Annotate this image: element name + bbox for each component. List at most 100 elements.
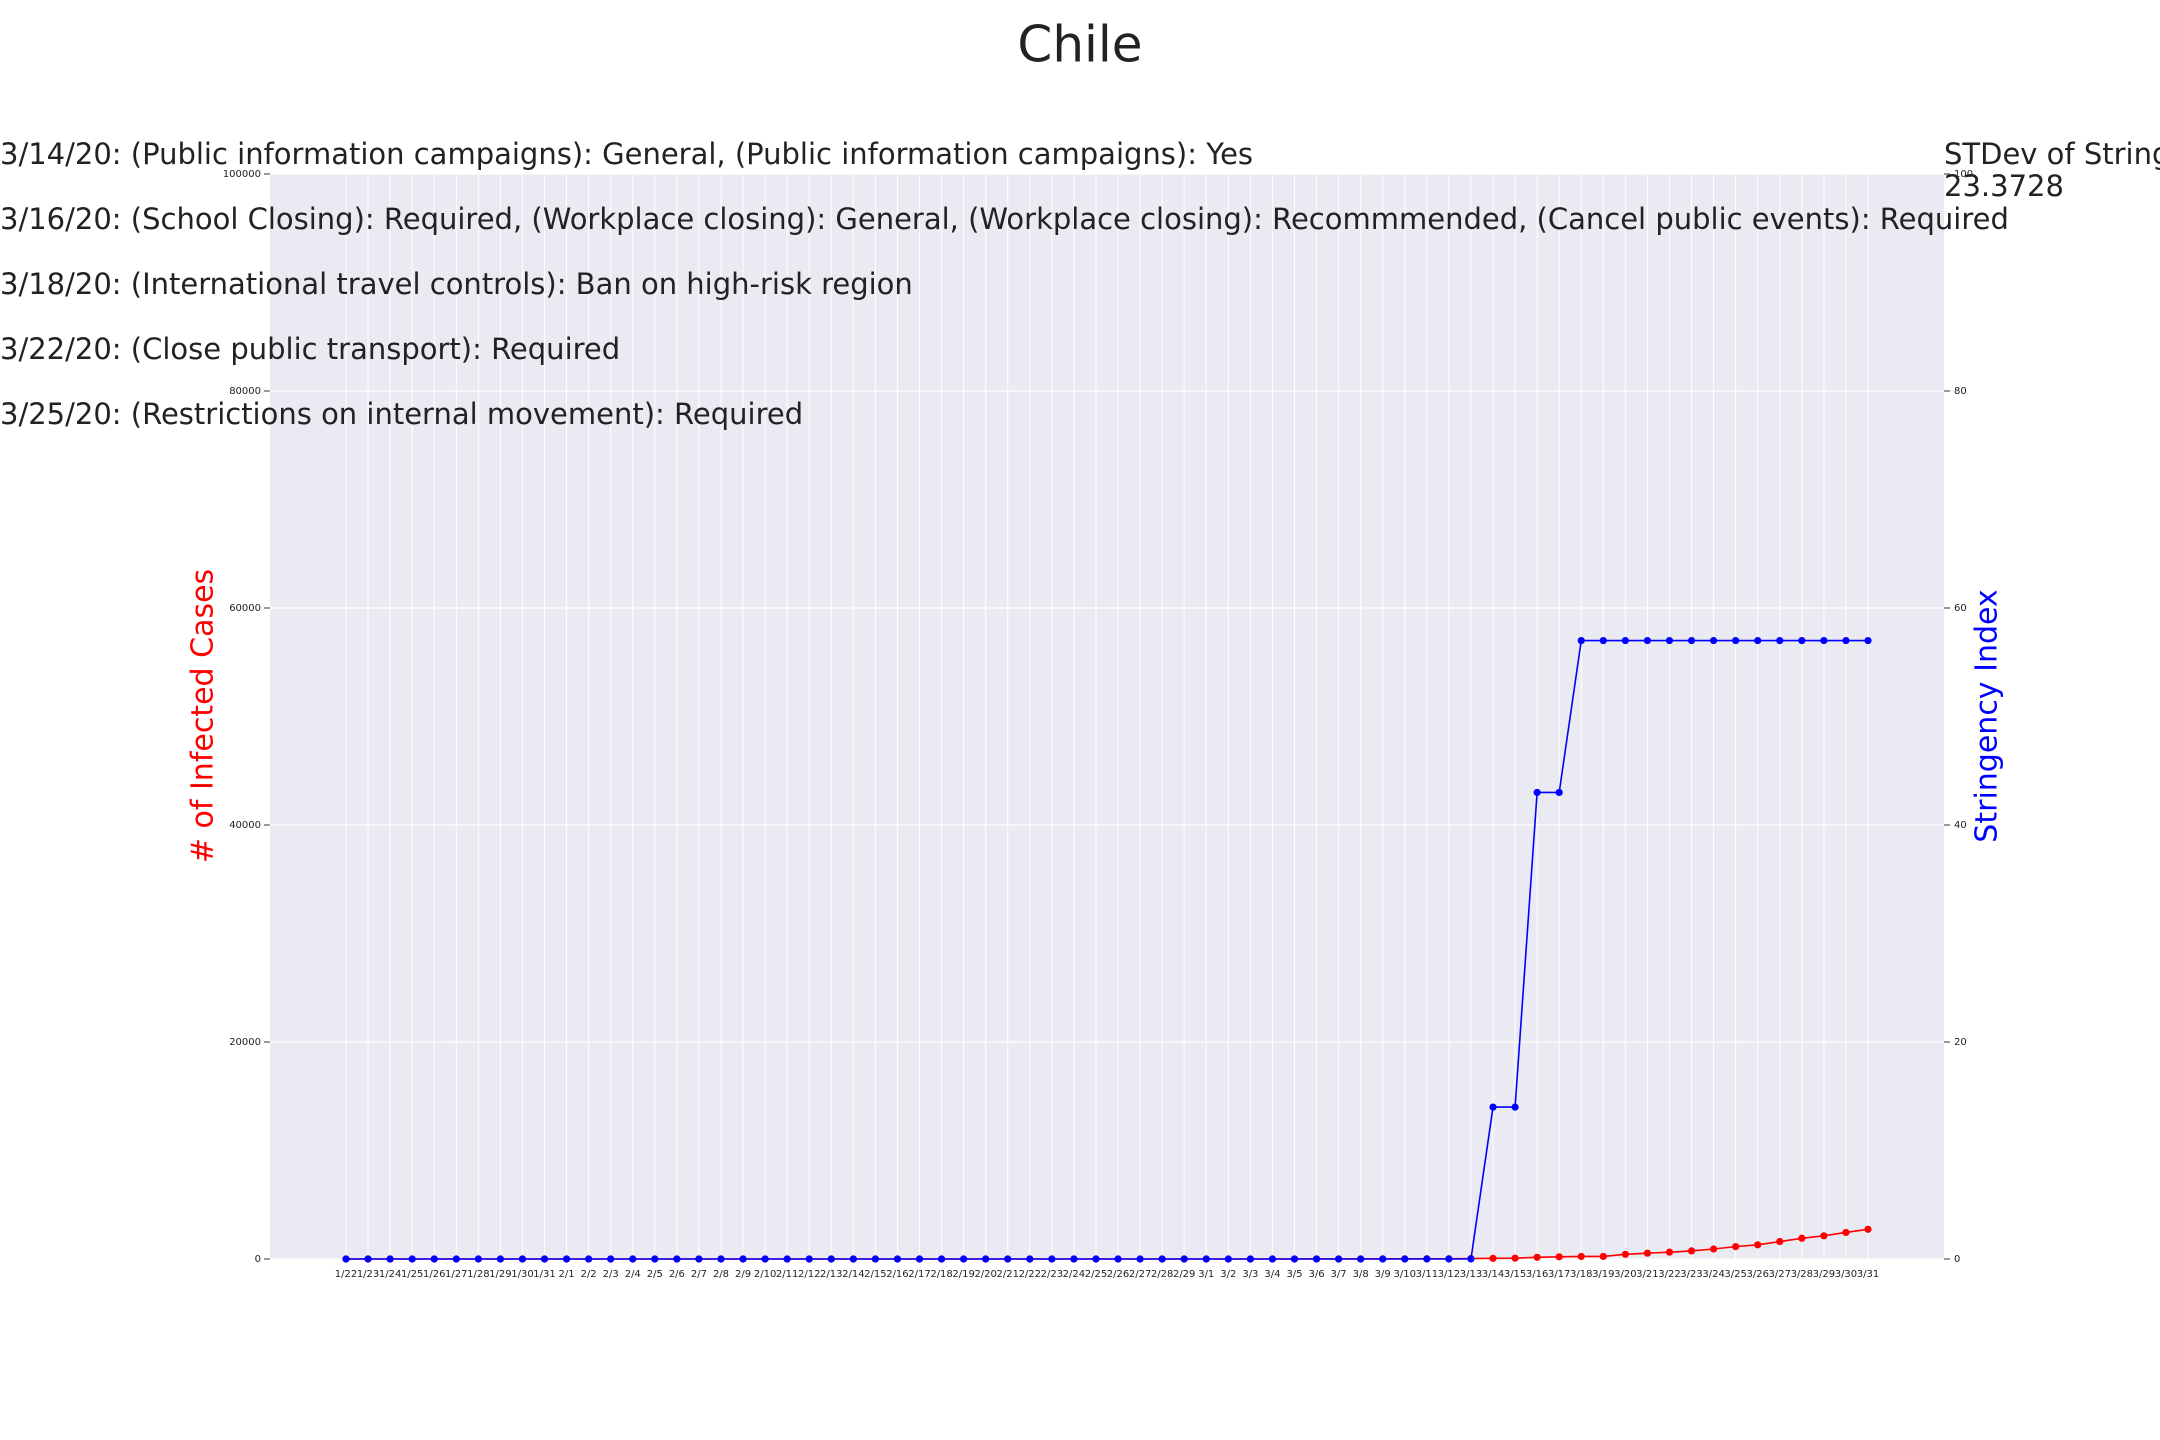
x-tick-label: 2/23 [1041, 1269, 1063, 1280]
x-tick-label: 3/22 [1658, 1269, 1680, 1280]
data-point [1511, 1103, 1519, 1111]
y2-axis-label: Stringency Index [1970, 589, 2005, 842]
data-point [695, 1255, 703, 1263]
data-point [805, 1255, 813, 1263]
annotation: 3/25/20: (Restrictions on internal movem… [0, 397, 803, 431]
x-tick-label: 2/17 [908, 1269, 930, 1280]
x-tick-label: 2/4 [625, 1269, 641, 1280]
data-point [1687, 636, 1696, 645]
data-point [1709, 1245, 1718, 1253]
data-point [518, 1255, 527, 1263]
x-tick-label: 2/8 [713, 1269, 729, 1280]
y-tick-label: 60000 [229, 603, 261, 614]
data-point [1445, 1255, 1453, 1263]
data-point [1136, 1255, 1144, 1263]
x-tick-label: 2/29 [1173, 1269, 1195, 1280]
y-tick-label: 0 [255, 1254, 261, 1265]
data-point [474, 1255, 482, 1263]
data-point [1732, 1243, 1740, 1251]
data-point [1246, 1255, 1254, 1263]
stat-label: STDev of Stringe [1944, 137, 2160, 171]
data-point [1687, 1247, 1696, 1255]
x-tick-label: 2/6 [669, 1269, 685, 1280]
annotation: 3/18/20: (International travel controls)… [0, 267, 913, 301]
data-point [1842, 1228, 1850, 1237]
x-tick-label: 3/25 [1724, 1269, 1746, 1280]
x-tick-label: 3/23 [1680, 1269, 1702, 1280]
x-tick-label: 1/29 [489, 1269, 511, 1280]
y-tick-label: 80000 [229, 386, 261, 397]
plot-area [270, 174, 1944, 1259]
data-point [1312, 1255, 1321, 1263]
x-tick-label: 3/29 [1813, 1269, 1835, 1280]
x-tick-label: 2/1 [559, 1269, 575, 1280]
x-tick-label: 2/25 [1085, 1269, 1107, 1280]
data-point [1533, 788, 1541, 797]
x-tick-label: 3/5 [1286, 1269, 1302, 1280]
x-tick-label: 2/22 [1019, 1269, 1041, 1280]
data-point [1599, 636, 1607, 645]
data-point [607, 1255, 615, 1263]
data-point [1665, 636, 1674, 645]
x-tick-label: 2/9 [735, 1269, 751, 1280]
x-tick-label: 3/9 [1375, 1269, 1391, 1280]
data-point [1335, 1255, 1343, 1263]
y2-tick-label: 80 [1954, 386, 1967, 397]
x-tick-label: 3/20 [1614, 1269, 1636, 1280]
x-tick-label: 2/28 [1151, 1269, 1173, 1280]
x-tick-label: 3/10 [1394, 1269, 1416, 1280]
data-point [1864, 636, 1872, 645]
x-tick-label: 3/11 [1416, 1269, 1438, 1280]
y-tick-label: 40000 [229, 820, 261, 831]
data-point [540, 1255, 549, 1263]
x-tick-label: 2/5 [647, 1269, 663, 1280]
data-point [1467, 1255, 1475, 1263]
data-point [1070, 1255, 1078, 1263]
series-line [346, 639, 1868, 1260]
x-tick-label: 1/31 [533, 1269, 555, 1280]
data-point [982, 1255, 990, 1263]
x-tick-label: 1/26 [423, 1269, 445, 1280]
y2-tick-label: 100 [1954, 169, 1973, 180]
data-point [871, 1255, 879, 1263]
x-tick-label: 3/18 [1570, 1269, 1592, 1280]
data-point [1511, 1254, 1519, 1262]
data-point [673, 1255, 681, 1263]
data-point [1114, 1255, 1122, 1263]
data-point [1754, 636, 1762, 645]
data-point [1776, 636, 1784, 645]
x-tick-label: 3/12 [1438, 1269, 1460, 1280]
annotation: 3/16/20: (School Closing): Required, (Wo… [0, 202, 2009, 236]
y2-tick-label: 60 [1954, 603, 1967, 614]
data-point [783, 1255, 791, 1263]
data-point [496, 1255, 505, 1263]
data-point [1004, 1255, 1012, 1263]
data-point [739, 1255, 747, 1263]
x-tick-label: 3/19 [1592, 1269, 1614, 1280]
data-point [1754, 1241, 1762, 1249]
data-point [937, 1255, 946, 1263]
data-point [1621, 1250, 1629, 1258]
x-tick-label: 3/6 [1309, 1269, 1325, 1280]
data-point [960, 1255, 968, 1263]
data-point [1864, 1225, 1872, 1233]
x-tick-label: 2/26 [1107, 1269, 1129, 1280]
data-point [452, 1255, 460, 1263]
x-tick-label: 3/7 [1331, 1269, 1347, 1280]
x-tick-label: 2/11 [776, 1269, 798, 1280]
data-point [827, 1255, 835, 1263]
x-tick-label: 3/13 [1460, 1269, 1482, 1280]
x-tick-label: 2/27 [1129, 1269, 1151, 1280]
data-point [1776, 1237, 1784, 1246]
x-tick-label: 2/15 [864, 1269, 886, 1280]
chart-title: Chile [1017, 16, 1142, 74]
data-point [364, 1255, 372, 1263]
data-point [1820, 1232, 1828, 1240]
x-tick-label: 1/22 [335, 1269, 357, 1280]
y-tick-label: 20000 [229, 1037, 261, 1048]
x-tick-label: 3/16 [1526, 1269, 1548, 1280]
y2-tick-label: 40 [1954, 820, 1967, 831]
data-point [408, 1255, 416, 1263]
data-point [1268, 1255, 1277, 1263]
